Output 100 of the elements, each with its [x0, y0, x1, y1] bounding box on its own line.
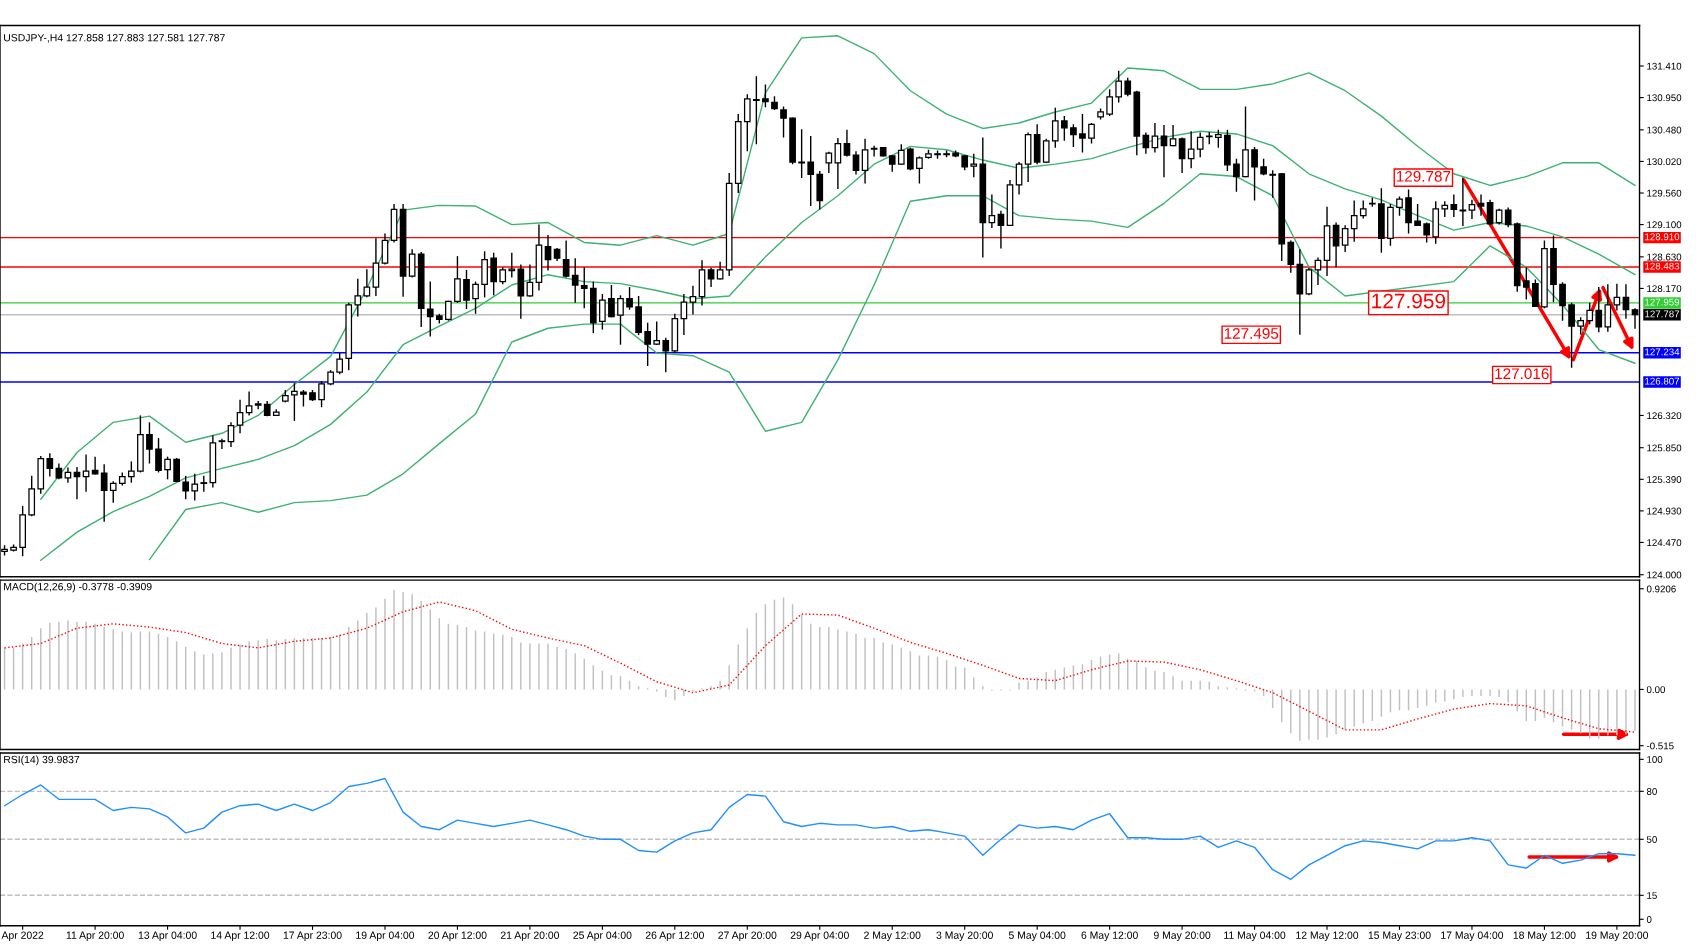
candlestick — [662, 337, 670, 373]
y-tick-label: 128.630 — [1647, 253, 1682, 261]
candlestick — [861, 138, 869, 185]
ref-line-label: 126.807 — [1645, 377, 1680, 385]
x-tick-label: 3 May 20:00 — [936, 931, 993, 941]
x-tick-label: 18 May 12:00 — [1513, 931, 1576, 941]
x-tick-label: 15 May 23:00 — [1368, 931, 1431, 941]
x-tick-label: 19 Apr 04:00 — [356, 931, 415, 941]
x-tick-label: 13 Apr 04:00 — [138, 931, 197, 941]
y-tick-label: 124.930 — [1647, 507, 1682, 515]
candlestick — [128, 460, 135, 484]
y-tick-label: 125.850 — [1647, 444, 1682, 452]
candlestick — [653, 320, 661, 346]
candlestick — [798, 128, 805, 179]
y-tick-label: 125.390 — [1647, 476, 1682, 483]
candlestick — [1314, 256, 1322, 286]
x-tick-label: 2 May 12:00 — [864, 931, 921, 941]
candlestick — [970, 153, 978, 178]
candlestick — [463, 269, 470, 310]
candlestick — [82, 453, 90, 493]
candlestick — [1522, 266, 1530, 301]
candlestick — [227, 421, 235, 448]
candlestick — [988, 193, 996, 229]
candlestick — [753, 75, 760, 145]
x-tick-label: 6 May 12:00 — [1081, 931, 1138, 941]
candlestick — [318, 380, 325, 408]
candlestick — [200, 475, 208, 493]
candlestick — [843, 129, 851, 158]
candlestick — [1586, 302, 1594, 325]
candlestick — [182, 475, 190, 500]
candlestick — [381, 232, 389, 266]
candlestick — [1042, 138, 1050, 164]
candlestick — [236, 398, 244, 434]
candlestick — [1178, 136, 1186, 174]
candlestick — [291, 382, 298, 422]
candlestick — [562, 239, 570, 279]
y-tick-label: 130.950 — [1647, 94, 1682, 102]
candlestick — [1414, 203, 1421, 227]
candlestick — [245, 390, 253, 417]
candlestick — [644, 322, 652, 367]
y-tick-label: 100 — [1647, 756, 1663, 763]
candlestick — [490, 252, 498, 296]
candlestick — [454, 255, 461, 304]
y-tick-label: 128.170 — [1647, 285, 1682, 293]
x-tick-label: 17 Apr 23:00 — [283, 931, 342, 941]
candlestick — [408, 248, 416, 279]
line-series — [3, 777, 1636, 880]
candlestick — [1350, 199, 1358, 243]
y-tick-label: 15 — [1647, 892, 1657, 899]
candlestick — [1477, 193, 1485, 217]
chart-title: RSI(14) 39.9837 — [4, 755, 80, 766]
candlestick — [1396, 195, 1403, 217]
ref-line-label: 128.910 — [1645, 233, 1680, 241]
candlestick — [1233, 157, 1240, 193]
x-tick-label: Apr 2022 — [1, 931, 44, 941]
annotation: 127.959 — [1372, 293, 1446, 309]
candlestick — [825, 151, 833, 174]
y-tick-label: -0.515 — [1646, 742, 1674, 750]
y-tick-label: 80 — [1646, 788, 1657, 795]
candlestick — [1142, 131, 1150, 155]
candlestick — [897, 143, 905, 166]
candlestick — [997, 210, 1005, 250]
candlestick — [100, 463, 108, 523]
candlestick — [1568, 302, 1575, 369]
x-tick-label: 26 Apr 12:00 — [645, 931, 704, 941]
candlestick — [1504, 206, 1512, 229]
candlestick — [146, 421, 153, 465]
ref-line-label: 128.483 — [1645, 262, 1680, 270]
y-tick-label: 130.480 — [1647, 126, 1682, 134]
x-tick-label: 19 May 20:00 — [1586, 931, 1649, 941]
candlestick — [1060, 115, 1068, 142]
candlestick — [218, 438, 226, 450]
y-tick-label: 0.00 — [1646, 686, 1666, 694]
candlestick — [426, 280, 434, 338]
x-tick-label: 11 Apr 20:00 — [66, 931, 124, 941]
candlestick — [780, 105, 787, 139]
candlestick — [1595, 286, 1603, 334]
candlestick — [1115, 70, 1123, 104]
candlestick — [1450, 193, 1458, 218]
candlestick — [1251, 146, 1258, 202]
annotation: 129.787 — [1396, 170, 1451, 182]
candlestick — [1187, 130, 1195, 169]
x-tick-label: 25 Apr 04:00 — [573, 931, 632, 941]
ref-line-label: 127.787 — [1645, 310, 1680, 318]
candlestick — [1106, 88, 1113, 117]
ref-line-label: 127.959 — [1645, 298, 1680, 306]
y-tick-label: 124.470 — [1647, 539, 1682, 547]
candlestick — [109, 480, 117, 504]
x-tick-label: 29 Apr 04:00 — [790, 931, 849, 941]
x-tick-label: 21 Apr 20:00 — [500, 931, 560, 941]
y-tick-label: 124.000 — [1647, 571, 1682, 579]
candlestick — [1604, 283, 1612, 333]
candlestick — [1124, 76, 1132, 97]
x-tick-label: 12 May 12:00 — [1296, 931, 1359, 941]
candlestick — [707, 267, 715, 288]
candlestick — [1532, 278, 1539, 308]
y-tick-label: 0 — [1646, 916, 1652, 923]
annotation: 127.495 — [1224, 328, 1279, 339]
candlestick — [1486, 199, 1494, 226]
candlestick — [1287, 239, 1295, 274]
